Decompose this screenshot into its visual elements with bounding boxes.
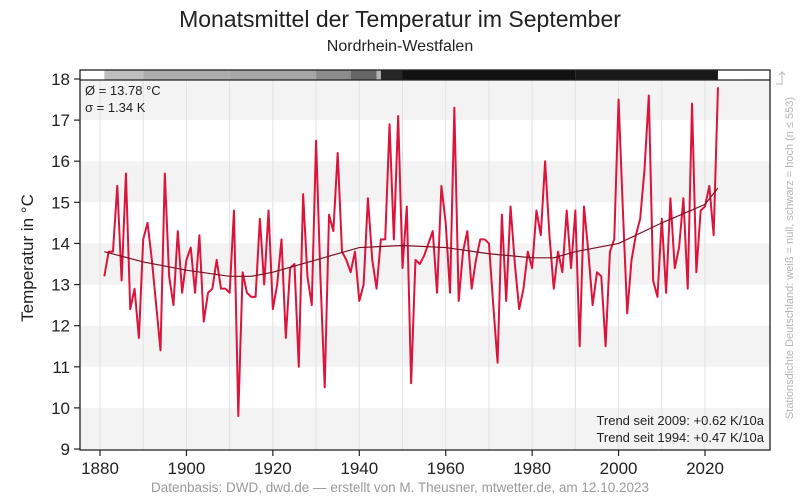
y-tick-label: 13 xyxy=(51,276,70,295)
y-tick-label: 10 xyxy=(51,399,70,418)
band xyxy=(80,161,770,203)
density-segment xyxy=(229,70,317,80)
x-tick-label: 2000 xyxy=(600,459,638,478)
y-tick-label: 11 xyxy=(52,358,70,377)
y-tick-label: 16 xyxy=(51,152,70,171)
chart-subtitle: Nordrhein-Westfalen xyxy=(326,38,474,55)
density-segment xyxy=(380,70,403,80)
density-segment xyxy=(143,70,230,80)
density-segment xyxy=(575,70,718,80)
density-segment xyxy=(350,70,377,80)
y-tick-label: 18 xyxy=(51,70,70,89)
x-tick-label: 2020 xyxy=(686,459,724,478)
source-footer: Datenbasis: DWD, dwd.de — erstellt von M… xyxy=(151,480,649,495)
y-axis-ticks: 9 10 11 12 13 14 15 16 17 18 xyxy=(51,70,80,459)
smoothed-trend-line xyxy=(104,187,719,277)
density-segment xyxy=(402,70,576,80)
band xyxy=(80,325,770,367)
chart-title: Monatsmittel der Temperatur im September xyxy=(179,6,621,32)
y-tick-label: 15 xyxy=(51,193,70,212)
x-tick-label: 1920 xyxy=(254,459,292,478)
x-tick-label: 1980 xyxy=(513,459,551,478)
y-tick-label: 9 xyxy=(61,440,70,459)
arrow-icon xyxy=(776,71,786,85)
x-tick-label: 1880 xyxy=(81,459,119,478)
mean-stat: Ø = 13.78 °C xyxy=(85,83,161,98)
y-tick-label: 17 xyxy=(51,111,70,130)
x-axis-ticks: 1880 1900 1920 1940 1960 1980 2000 2020 xyxy=(81,450,724,478)
density-segment xyxy=(316,70,351,80)
density-segment xyxy=(376,70,381,80)
x-tick-label: 1960 xyxy=(427,459,465,478)
sigma-stat: σ = 1.34 K xyxy=(85,100,146,115)
trend-1994: Trend seit 1994: +0.47 K/10a xyxy=(596,430,764,445)
series-layer xyxy=(103,87,719,418)
x-tick-label: 1900 xyxy=(168,459,206,478)
density-segment xyxy=(717,70,744,80)
density-segment xyxy=(104,70,144,80)
station-density-bar xyxy=(82,70,744,80)
trend-2009: Trend seit 2009: +0.62 K/10a xyxy=(596,413,764,428)
x-tick-label: 1940 xyxy=(340,459,378,478)
y-tick-label: 14 xyxy=(51,234,70,253)
band xyxy=(80,80,770,121)
band xyxy=(80,407,770,449)
plot-frame xyxy=(79,69,771,451)
density-segment xyxy=(82,70,105,80)
y-tick-label: 12 xyxy=(51,317,70,336)
